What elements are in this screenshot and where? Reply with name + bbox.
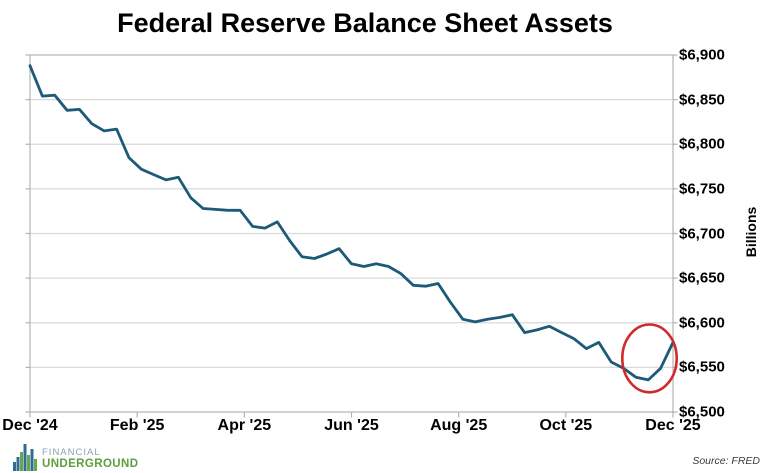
y-tick-label: $6,800	[679, 135, 725, 153]
y-tick-label: $6,650	[679, 269, 725, 287]
x-tick-label: Feb '25	[109, 417, 165, 434]
x-tick-label: Jun '25	[324, 417, 379, 434]
balance-sheet-line	[28, 64, 675, 382]
y-axis-title: Billions	[743, 206, 759, 258]
x-tick-label: Aug '25	[430, 417, 488, 434]
highlight-circle-annotation	[620, 323, 678, 394]
y-tick-label: $6,850	[679, 91, 725, 109]
logo-text-underground: UNDERGROUND	[42, 458, 139, 470]
skyline-bars-icon	[13, 444, 37, 471]
financial-underground-logo: FINANCIAL UNDERGROUND	[13, 443, 138, 471]
x-tick-label: Dec '25	[645, 417, 701, 434]
chart-title: Federal Reserve Balance Sheet Assets	[117, 8, 613, 38]
x-tick-label: Oct '25	[539, 417, 593, 434]
y-tick-label: $6,900	[679, 46, 725, 64]
source-attribution: Source: FRED	[692, 455, 760, 467]
y-tick-label: $6,700	[679, 225, 725, 242]
y-tick-label: $6,550	[679, 358, 725, 376]
logo-text-financial: FINANCIAL	[42, 447, 101, 458]
y-tick-label: $6,600	[679, 314, 725, 332]
y-tick-label: $6,500	[679, 403, 725, 421]
y-tick-label: $6,750	[679, 180, 725, 198]
x-tick-label: Dec '24	[2, 417, 58, 434]
x-tick-label: Apr '25	[217, 417, 272, 434]
